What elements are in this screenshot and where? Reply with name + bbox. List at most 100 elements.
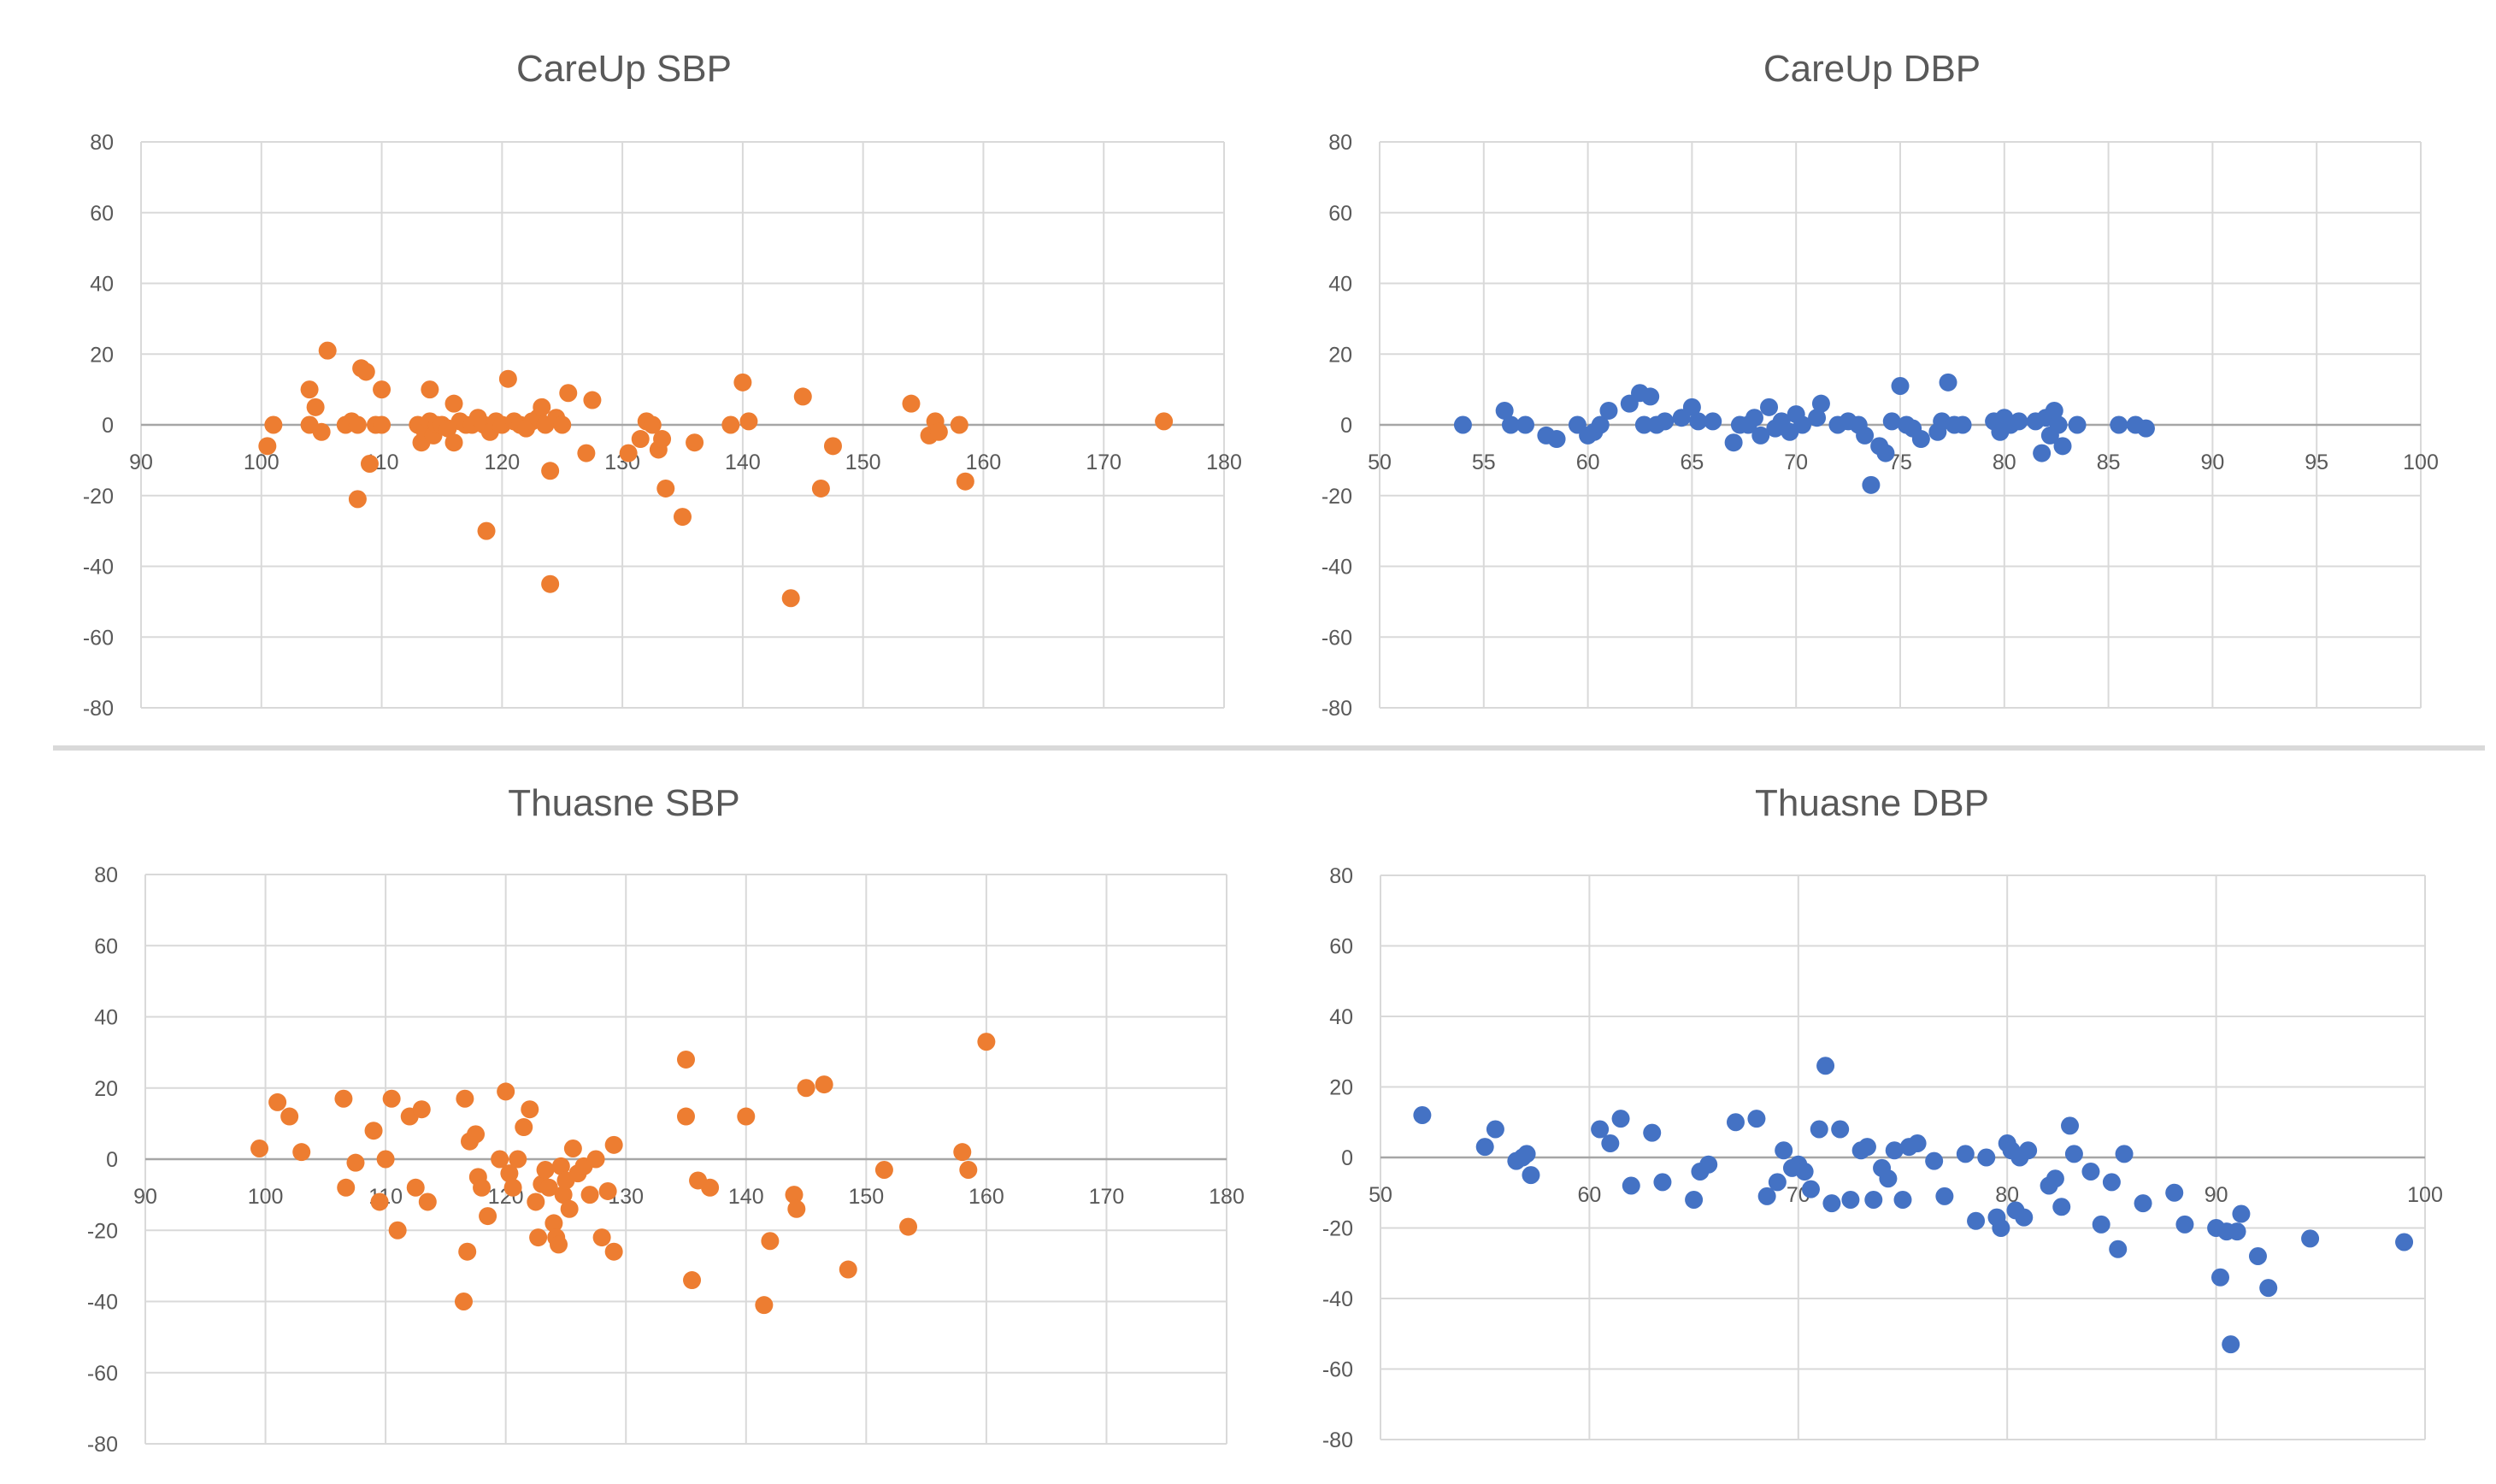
- x-tick-label: 65: [1680, 450, 1704, 474]
- data-point: [1745, 409, 1763, 427]
- data-point: [811, 479, 830, 498]
- data-point: [541, 574, 560, 593]
- data-point: [781, 589, 800, 608]
- data-point: [797, 1079, 815, 1098]
- data-point: [498, 369, 517, 388]
- data-point: [755, 1296, 774, 1315]
- data-point: [412, 1100, 431, 1119]
- data-point: [580, 1186, 599, 1204]
- data-point: [1795, 1163, 1814, 1181]
- data-point: [2228, 1222, 2246, 1241]
- data-point: [1956, 1145, 1975, 1163]
- y-tick-label: -80: [1322, 697, 1352, 721]
- data-point: [348, 490, 367, 509]
- y-tick-label: 40: [1328, 273, 1352, 297]
- data-point: [1856, 426, 1875, 445]
- chart-careup-sbp: CareUp SBP -80 -60 -40 -20 0 20 40 60 80 90 100 110…: [0, 0, 1248, 742]
- data-point: [1699, 1155, 1718, 1174]
- divider: [53, 745, 2485, 751]
- x-tick-label: 120: [484, 450, 520, 474]
- data-point: [787, 1199, 806, 1218]
- data-point: [444, 433, 463, 452]
- y-tick-label: 0: [1341, 1146, 1353, 1170]
- data-point: [1634, 415, 1653, 434]
- y-tick-label: 20: [90, 343, 114, 367]
- x-tick-label: 70: [1784, 450, 1808, 474]
- data-point: [360, 455, 379, 474]
- data-point: [1911, 430, 1930, 449]
- data-point: [902, 394, 921, 413]
- x-tick-label: 140: [728, 1185, 764, 1209]
- data-point: [2068, 415, 2087, 434]
- data-point: [1822, 1194, 1841, 1213]
- data-point: [1486, 1120, 1504, 1139]
- data-point: [421, 380, 439, 399]
- y-tick-label: -20: [87, 1219, 118, 1243]
- y-tick-label: -40: [87, 1291, 118, 1315]
- y-tick-label: 40: [90, 273, 114, 297]
- data-point: [458, 1242, 477, 1261]
- data-point: [1967, 1211, 1986, 1230]
- data-point: [2061, 1116, 2080, 1135]
- x-tick-label: 90: [129, 450, 153, 474]
- x-tick-label: 170: [1086, 450, 1121, 474]
- x-tick-label: 170: [1089, 1185, 1125, 1209]
- data-point: [2046, 1169, 2064, 1188]
- data-point: [554, 1186, 573, 1204]
- data-point: [1501, 415, 1520, 434]
- data-point: [527, 1192, 545, 1211]
- y-tick-label: 0: [102, 414, 114, 438]
- y-tick-label: 60: [94, 934, 118, 958]
- data-point: [2053, 437, 2072, 456]
- data-point: [444, 394, 463, 413]
- y-tick-label: -20: [1322, 1217, 1353, 1241]
- data-point: [1811, 394, 1830, 413]
- data-point: [491, 1150, 509, 1169]
- data-point: [533, 398, 551, 416]
- data-point: [473, 1178, 492, 1197]
- data-point: [376, 1150, 395, 1169]
- data-point: [503, 1178, 522, 1197]
- data-point: [1831, 1120, 1850, 1139]
- data-point: [2045, 401, 2063, 420]
- data-point: [953, 1143, 972, 1162]
- data-point: [2222, 1335, 2240, 1354]
- data-point: [1747, 1110, 1766, 1128]
- data-point: [318, 341, 337, 360]
- x-tick-label: 150: [848, 1185, 884, 1209]
- data-point: [737, 1107, 756, 1126]
- data-point: [1653, 1173, 1672, 1192]
- x-tick-label: 50: [1369, 1183, 1392, 1207]
- x-tick-label: 60: [1577, 1183, 1601, 1207]
- data-point: [418, 1192, 437, 1211]
- data-point: [839, 1260, 857, 1279]
- data-point: [560, 1199, 579, 1218]
- data-point: [2015, 1208, 2034, 1227]
- data-point: [1891, 376, 1910, 395]
- data-point: [334, 1089, 353, 1108]
- data-point: [2210, 1268, 2229, 1287]
- data-point: [467, 1125, 486, 1144]
- data-point: [1760, 398, 1779, 416]
- data-point: [929, 422, 948, 441]
- y-tick-label: 20: [1329, 1076, 1353, 1100]
- data-point: [382, 1089, 401, 1108]
- data-point: [1689, 412, 1708, 431]
- data-point: [823, 437, 842, 456]
- data-point: [899, 1217, 918, 1236]
- data-point: [2301, 1229, 2320, 1248]
- data-point: [2259, 1279, 2278, 1298]
- y-tick-label: 80: [1328, 131, 1352, 155]
- y-tick-label: -60: [1322, 626, 1352, 650]
- data-point: [1724, 433, 1743, 452]
- data-point: [312, 422, 331, 441]
- data-point: [1656, 412, 1675, 431]
- y-tick-label: -40: [1322, 556, 1352, 580]
- chart-careup-dbp: CareUp DBP -80 -60 -40 -20 0 20 40 60 80 50 55 60 65…: [1248, 0, 2496, 742]
- data-point: [1879, 1169, 1898, 1188]
- data-point: [1751, 426, 1770, 445]
- data-point: [1601, 1134, 1620, 1152]
- data-point: [2110, 415, 2128, 434]
- data-point: [1517, 1145, 1536, 1163]
- data-point: [1841, 1191, 1860, 1209]
